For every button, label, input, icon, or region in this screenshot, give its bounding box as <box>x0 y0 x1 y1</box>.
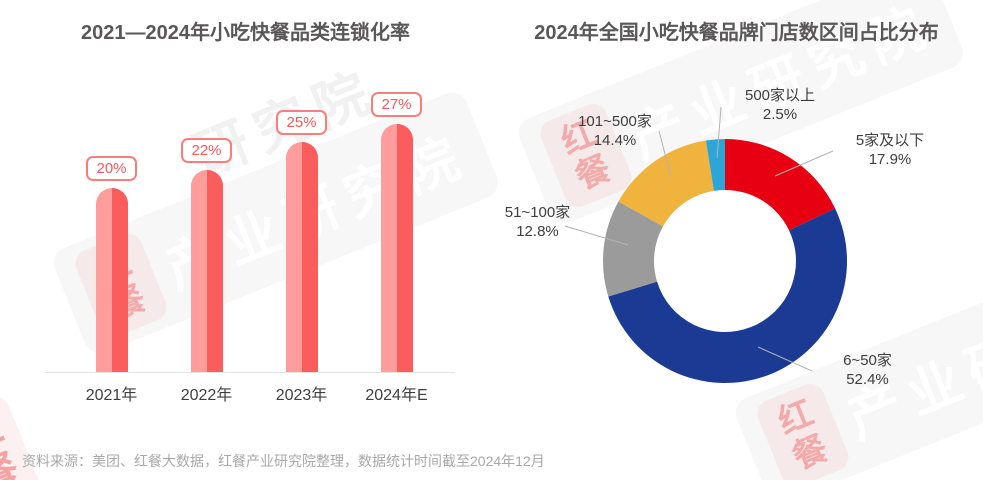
x-axis-line <box>45 372 455 373</box>
segment-name: 6~50家 <box>843 352 892 369</box>
bar-value-bubble: 22% <box>181 137 232 163</box>
segment-percent: 12.8% <box>516 223 559 240</box>
bar-2023 <box>285 142 318 372</box>
segment-name: 51~100家 <box>504 204 571 221</box>
segment-name: 101~500家 <box>578 113 652 130</box>
bar-shade <box>396 123 413 372</box>
bar-2024e <box>380 123 413 372</box>
segment-percent: 14.4% <box>593 132 637 149</box>
segment-percent: 2.5% <box>762 106 798 123</box>
bar-shade <box>111 188 128 372</box>
segment-percent: 17.9% <box>868 151 912 168</box>
bar-chart-plot: 20% 22% 25% 27% <box>64 80 444 372</box>
x-axis-label-2024e: 2024年E <box>365 387 428 404</box>
donut-label-101-500: 101~500家 14.4% <box>555 112 675 150</box>
bar-value-bubble: 25% <box>276 110 327 135</box>
bar-column-2023: 25% <box>254 110 349 372</box>
source-note: 资料来源：美团、红餐大数据，红餐产业研究院整理，数据统计时间截至2024年12月 <box>22 453 545 469</box>
donut-chart-panel: 2024年全国小吃快餐品牌门店数区间占比分布 500家以上 2.5% 5家及以下… <box>490 0 983 480</box>
bar-2022 <box>190 169 223 372</box>
x-axis-label-2021: 2021年 <box>85 387 138 404</box>
segment-percent: 52.4% <box>846 371 889 388</box>
x-axis-labels: 2021年 2022年 2023年 2024年E <box>64 381 444 405</box>
bar-column-2022: 22% <box>159 137 254 372</box>
bar-column-2021: 20% <box>64 156 159 372</box>
donut-chart-title: 2024年全国小吃快餐品牌门店数区间占比分布 <box>534 22 939 44</box>
x-axis-label-2023: 2023年 <box>275 387 328 404</box>
x-axis-label-2022: 2022年 <box>180 387 233 404</box>
bar-column-2024e: 27% <box>349 91 444 372</box>
bar-shade <box>206 169 223 372</box>
bar-value-bubble: 20% <box>86 156 137 181</box>
donut-label-51-100: 51~100家 12.8% <box>490 203 585 241</box>
bar-chart-title: 2021—2024年小吃快餐品类连锁化率 <box>81 22 410 44</box>
bar-shade <box>301 142 318 372</box>
leader-line-51-100 <box>564 225 629 246</box>
bar-2021 <box>95 188 128 372</box>
segment-name: 500家以上 <box>744 87 816 104</box>
donut-label-6-50: 6~50家 52.4% <box>815 351 920 389</box>
donut-label-500plus: 500家以上 2.5% <box>725 86 835 124</box>
segment-name: 5家及以下 <box>855 132 925 149</box>
bar-value-bubble: 27% <box>371 91 422 117</box>
donut-label-5below: 5家及以下 17.9% <box>835 131 945 169</box>
bar-chart-panel: 2021—2024年小吃快餐品类连锁化率 20% 22% 25% 27% 202… <box>0 0 491 480</box>
